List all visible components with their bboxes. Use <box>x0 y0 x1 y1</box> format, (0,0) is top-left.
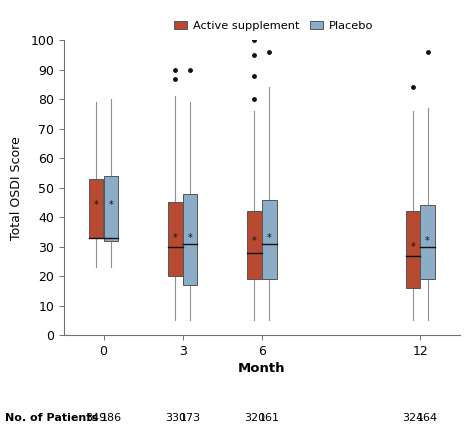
Text: 164: 164 <box>417 413 438 423</box>
Bar <box>168 202 182 276</box>
Text: 161: 161 <box>259 413 280 423</box>
Bar <box>183 194 197 285</box>
Text: 324: 324 <box>402 413 423 423</box>
Text: 320: 320 <box>244 413 265 423</box>
Text: *: * <box>410 242 415 252</box>
Legend: Active supplement, Placebo: Active supplement, Placebo <box>170 17 378 35</box>
Text: 330: 330 <box>165 413 186 423</box>
Text: *: * <box>252 236 257 246</box>
Text: 173: 173 <box>180 413 201 423</box>
Text: 349: 349 <box>85 413 107 423</box>
Bar <box>406 211 420 288</box>
Text: *: * <box>109 200 113 211</box>
Text: *: * <box>425 236 430 246</box>
Bar <box>262 199 276 279</box>
X-axis label: Month: Month <box>238 362 286 375</box>
Bar <box>104 176 118 241</box>
Bar <box>89 179 103 238</box>
Text: No. of Patients: No. of Patients <box>5 413 98 423</box>
Text: *: * <box>188 233 192 243</box>
Text: 186: 186 <box>100 413 121 423</box>
Text: *: * <box>173 233 178 243</box>
Y-axis label: Total OSDI Score: Total OSDI Score <box>10 136 23 240</box>
Text: *: * <box>94 200 99 211</box>
Bar <box>420 206 435 279</box>
Bar <box>247 211 262 279</box>
Text: *: * <box>267 233 272 243</box>
